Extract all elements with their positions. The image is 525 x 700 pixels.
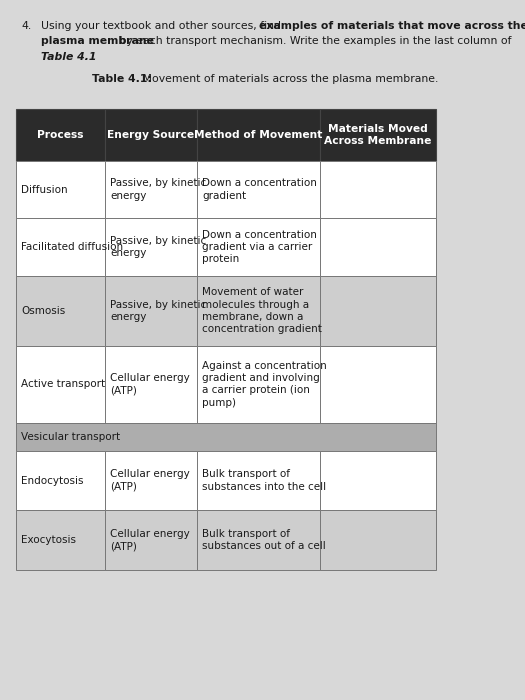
Text: Energy Source: Energy Source [108, 130, 194, 140]
FancyBboxPatch shape [320, 510, 436, 570]
Text: Cellular energy
(ATP): Cellular energy (ATP) [110, 529, 190, 551]
FancyBboxPatch shape [197, 510, 320, 570]
Text: Bulk transport of
substances into the cell: Bulk transport of substances into the ce… [202, 469, 326, 491]
Text: plasma membrane: plasma membrane [41, 36, 154, 46]
Text: 4.: 4. [21, 21, 32, 31]
FancyBboxPatch shape [197, 218, 320, 276]
Text: Using your textbook and other sources, find: Using your textbook and other sources, f… [41, 21, 285, 31]
FancyBboxPatch shape [105, 161, 197, 218]
Text: Cellular energy
(ATP): Cellular energy (ATP) [110, 469, 190, 491]
Text: Process: Process [37, 130, 83, 140]
Text: Down a concentration
gradient via a carrier
protein: Down a concentration gradient via a carr… [202, 230, 317, 265]
Text: Passive, by kinetic
energy: Passive, by kinetic energy [110, 178, 206, 201]
FancyBboxPatch shape [16, 510, 105, 570]
FancyBboxPatch shape [105, 510, 197, 570]
FancyBboxPatch shape [105, 451, 197, 510]
FancyBboxPatch shape [320, 108, 436, 161]
Text: Osmosis: Osmosis [21, 306, 65, 316]
FancyBboxPatch shape [16, 161, 105, 218]
Text: Exocytosis: Exocytosis [21, 535, 76, 545]
FancyBboxPatch shape [320, 161, 436, 218]
FancyBboxPatch shape [197, 346, 320, 423]
FancyBboxPatch shape [105, 276, 197, 346]
FancyBboxPatch shape [16, 451, 105, 510]
Text: Materials Moved
Across Membrane: Materials Moved Across Membrane [324, 123, 432, 146]
Text: Table 4.1:: Table 4.1: [92, 74, 152, 83]
FancyBboxPatch shape [16, 346, 105, 423]
Text: Vesicular transport: Vesicular transport [21, 432, 120, 442]
FancyBboxPatch shape [197, 276, 320, 346]
Text: Bulk transport of
substances out of a cell: Bulk transport of substances out of a ce… [202, 529, 326, 551]
Text: Table 4.1: Table 4.1 [41, 52, 97, 62]
FancyBboxPatch shape [105, 108, 197, 161]
FancyBboxPatch shape [320, 276, 436, 346]
FancyBboxPatch shape [320, 451, 436, 510]
FancyBboxPatch shape [320, 346, 436, 423]
Text: Active transport: Active transport [21, 379, 105, 389]
FancyBboxPatch shape [105, 346, 197, 423]
Text: Movement of water
molecules through a
membrane, down a
concentration gradient: Movement of water molecules through a me… [202, 287, 322, 335]
Text: by each transport mechanism. Write the examples in the last column of: by each transport mechanism. Write the e… [116, 36, 511, 46]
Text: Cellular energy
(ATP): Cellular energy (ATP) [110, 373, 190, 395]
Text: Method of Movement: Method of Movement [194, 130, 323, 140]
FancyBboxPatch shape [16, 276, 105, 346]
FancyBboxPatch shape [197, 161, 320, 218]
FancyBboxPatch shape [16, 218, 105, 276]
Text: Against a concentration
gradient and involving
a carrier protein (ion
pump): Against a concentration gradient and inv… [202, 360, 327, 408]
FancyBboxPatch shape [16, 423, 436, 451]
FancyBboxPatch shape [320, 218, 436, 276]
Text: Endocytosis: Endocytosis [21, 475, 83, 486]
FancyBboxPatch shape [105, 218, 197, 276]
FancyBboxPatch shape [197, 108, 320, 161]
Text: Passive, by kinetic
energy: Passive, by kinetic energy [110, 300, 206, 322]
Text: examples of materials that move across the: examples of materials that move across t… [259, 21, 525, 31]
Text: Passive, by kinetic
energy: Passive, by kinetic energy [110, 236, 206, 258]
Text: Down a concentration
gradient: Down a concentration gradient [202, 178, 317, 201]
FancyBboxPatch shape [16, 108, 105, 161]
FancyBboxPatch shape [197, 451, 320, 510]
Text: Movement of materials across the plasma membrane.: Movement of materials across the plasma … [139, 74, 438, 83]
Text: Diffusion: Diffusion [21, 185, 68, 195]
Text: .: . [84, 52, 87, 62]
Text: Facilitated diffusion: Facilitated diffusion [21, 242, 123, 252]
